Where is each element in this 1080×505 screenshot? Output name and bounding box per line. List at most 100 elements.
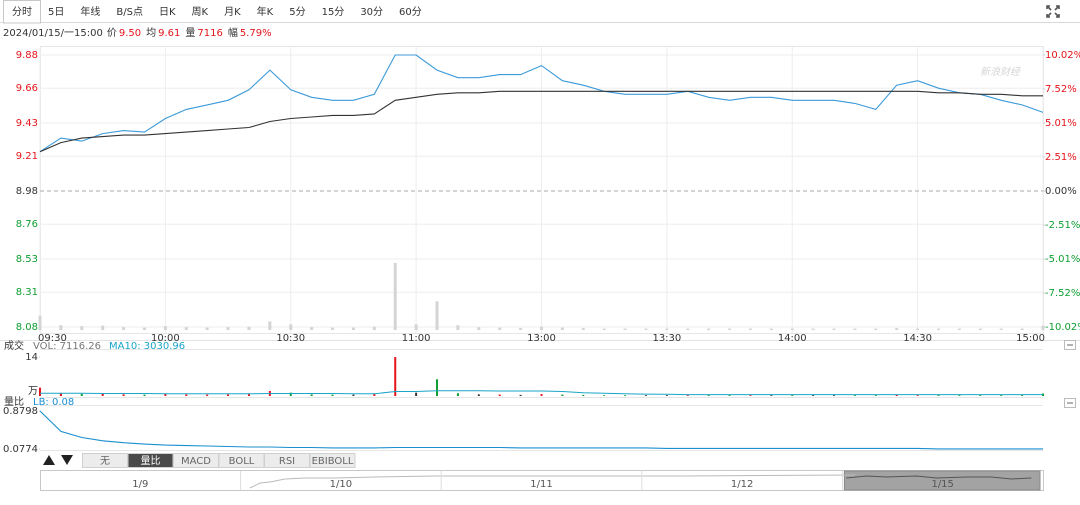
indicator-tab-label: BOLL	[229, 456, 255, 467]
volume-overlay-bar	[665, 328, 669, 330]
volume-bar	[874, 395, 877, 396]
volume-overlay-bar	[80, 326, 84, 330]
volume-overlay-bar	[122, 327, 126, 330]
volume-overlay-bar	[289, 324, 293, 330]
toolbar-tab[interactable]: 15分	[322, 6, 345, 18]
toolbar-tab[interactable]: 30分	[360, 6, 383, 18]
volume-bar	[749, 395, 752, 396]
volume-bar	[331, 394, 334, 396]
volume-bar	[665, 395, 668, 396]
volume-overlay-bar	[1020, 328, 1024, 330]
y-tick-label: 8.31	[16, 287, 38, 298]
volume-bar	[310, 394, 313, 396]
fullscreen-icon[interactable]	[1046, 5, 1060, 18]
info-label: 价	[107, 27, 117, 39]
volume-bar	[185, 394, 188, 396]
volume-bar	[1021, 395, 1024, 396]
volume-bar	[436, 379, 439, 396]
volume-bar	[352, 394, 355, 396]
navigator-date[interactable]: 1/10	[330, 479, 352, 490]
volume-bar	[227, 394, 230, 396]
toolbar-tab[interactable]: B/S点	[116, 6, 143, 18]
x-tick-label: 15:00	[1016, 333, 1045, 344]
y-tick-label: 9.88	[16, 50, 38, 61]
volume-overlay-bar	[101, 325, 105, 330]
volume-overlay-bar	[790, 328, 794, 330]
toolbar-tab[interactable]: 日K	[159, 7, 176, 18]
y-tick-label: 8.76	[16, 219, 38, 230]
volume-bar	[289, 392, 292, 396]
y2-tick-label: -7.52%	[1045, 288, 1080, 299]
icon-path	[1046, 5, 1060, 18]
toolbar-tab[interactable]: 年线	[80, 5, 100, 18]
volume-overlay-bar	[372, 326, 376, 330]
volume-bar	[456, 393, 459, 396]
volume-bar	[853, 395, 856, 396]
volume-overlay-bar	[644, 328, 648, 330]
navigator-selection[interactable]	[843, 470, 1041, 491]
volume-bar	[164, 393, 167, 396]
volume-bar	[519, 394, 522, 396]
x-tick-label: 10:30	[276, 333, 305, 344]
collapse-button[interactable]	[1064, 398, 1076, 408]
navigator-date[interactable]: 1/9	[132, 479, 148, 490]
volume-overlay-bar	[874, 328, 878, 330]
volume-overlay-bar	[393, 263, 397, 330]
scroll-down-button[interactable]	[61, 455, 73, 465]
volume-bar	[80, 393, 83, 396]
legend-entry: VOL: 7116.26	[33, 341, 101, 352]
volume-overlay-bar	[728, 328, 732, 330]
legend-entry: MA10: 3030.96	[109, 341, 185, 352]
navigator-layer	[843, 470, 1041, 491]
navigator-date[interactable]: 1/11	[530, 479, 552, 490]
volume-bar	[603, 395, 606, 396]
volume-bar	[812, 395, 815, 396]
toolbar-tab[interactable]: 年K	[257, 5, 274, 18]
volume-overlay-bar	[59, 325, 63, 330]
info-label: 量	[185, 27, 195, 39]
volume-bar	[206, 394, 209, 396]
volume-overlay-bar	[540, 326, 543, 330]
info-datetime: 2024/01/15/一15:00	[3, 28, 103, 39]
volume-bar	[143, 394, 146, 396]
collapse-button[interactable]	[1064, 340, 1076, 350]
scroll-up-button[interactable]	[43, 455, 55, 465]
volume-bar	[101, 393, 104, 396]
volume-overlay-bar	[853, 328, 857, 330]
toolbar-tab[interactable]: 月K	[224, 6, 241, 18]
volume-overlay-bar	[226, 327, 230, 330]
volume-bar	[770, 395, 773, 396]
volume-overlay-bar	[38, 315, 42, 330]
x-tick-label: 13:30	[652, 333, 681, 344]
toolbar-tab[interactable]: 分时	[12, 6, 32, 18]
toolbar-tab[interactable]: 5分	[289, 6, 305, 18]
volume-overlay-bar	[1041, 325, 1045, 330]
x-tick-label: 14:30	[903, 333, 932, 344]
active-tab	[3, 0, 41, 24]
navigator-date[interactable]: 1/12	[731, 479, 753, 490]
toolbar-tab[interactable]: 周K	[192, 6, 209, 18]
volume-overlay-bar	[811, 328, 815, 330]
indicator-tab-label: 量比	[141, 455, 161, 467]
y-tick-label: 9.66	[16, 83, 38, 94]
volume-bar	[415, 392, 418, 396]
toolbar-tab[interactable]: 5日	[48, 7, 64, 18]
volume-overlay-bar	[895, 328, 899, 330]
navigator-date[interactable]: 1/15	[931, 479, 953, 490]
volume-bar	[937, 395, 940, 396]
unit-label: 万	[28, 386, 38, 397]
volume-bar	[373, 394, 376, 396]
toolbar-tab[interactable]: 60分	[399, 6, 422, 18]
volume-bar	[540, 394, 543, 396]
indicator-tab[interactable]	[309, 453, 356, 468]
y2-tick-label: 2.51%	[1045, 152, 1077, 163]
indicator-tab-label: 无	[100, 456, 110, 467]
volume-overlay-bar	[268, 321, 272, 330]
volume-overlay-bar	[623, 328, 627, 330]
volume-bar	[958, 395, 961, 396]
volume-bar	[582, 394, 585, 396]
volume-overlay-bar	[999, 328, 1003, 330]
volume-bar	[39, 387, 41, 396]
x-tick-label: 10:00	[151, 333, 180, 344]
volume-bar	[686, 395, 689, 396]
